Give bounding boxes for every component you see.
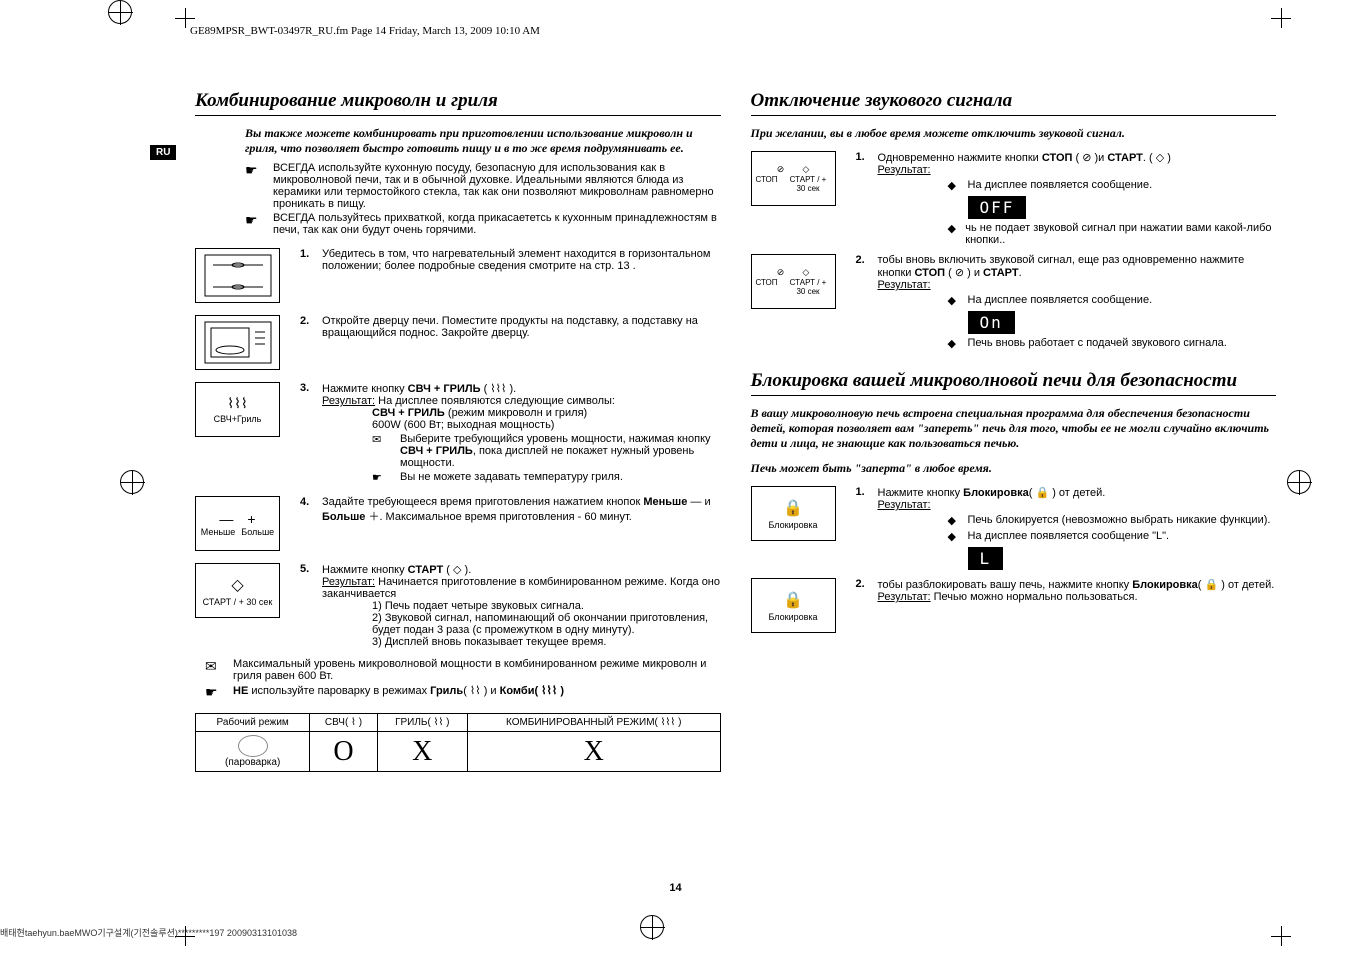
stop-start-button-icon: ⊘◇ СТОПСТАРТ / + 30 сек: [751, 254, 836, 309]
table-header: Рабочий режим: [196, 714, 310, 732]
registration-mark-icon: [640, 915, 664, 939]
step-number: 5.: [300, 563, 322, 648]
step-row: ◇ СТАРТ / + 30 сек 5. Нажмите кнопку СТА…: [195, 563, 721, 648]
section-intro: Печь может быть "заперта" в любое время.: [751, 461, 1277, 476]
step-row: —+ МеньшеБольше 4. Задайте требующееся в…: [195, 496, 721, 551]
pointer-icon: ☛: [245, 162, 273, 210]
oven-front-icon: [195, 248, 280, 303]
step-row: ⊘◇ СТОПСТАРТ / + 30 сек 2. тобы вновь вк…: [751, 254, 1277, 350]
warning-note: ☛ НЕ используйте пароварку в режимах Гри…: [205, 684, 721, 701]
step-number: 1.: [856, 486, 878, 570]
step-text: Нажмите кнопку СВЧ + ГРИЛЬ ( ⌇⌇⌇ ). Резу…: [322, 382, 721, 484]
step-number: 4.: [300, 496, 322, 524]
pointer-icon: ☛: [205, 684, 233, 701]
step-text: тобы разблокировать вашу печь, нажмите к…: [878, 578, 1277, 603]
display-message: On: [968, 311, 1015, 334]
diamond-icon: ◆: [948, 530, 968, 543]
table-cell: X: [377, 732, 467, 772]
page-number: 14: [0, 882, 1351, 894]
registration-mark-icon: [108, 0, 132, 24]
diamond-icon: ◆: [948, 514, 968, 527]
step-text: Убедитесь в том, что нагревательный элем…: [322, 248, 721, 272]
step-row: 🔒 Блокировка 2. тобы разблокировать вашу…: [751, 578, 1277, 633]
registration-mark-icon: [120, 470, 144, 494]
section-title: Блокировка вашей микроволновой печи для …: [751, 370, 1277, 396]
section-title: Отключение звукового сигнала: [751, 90, 1277, 116]
step-text: Нажмите кнопку Блокировка( 🔒 ) от детей.…: [878, 486, 1277, 570]
step-row: ⊘◇ СТОПСТАРТ / + 30 сек 1. Одновременно …: [751, 151, 1277, 246]
left-column: Комбинирование микроволн и гриля Вы такж…: [145, 90, 721, 772]
step-number: 3.: [300, 382, 322, 484]
step-number: 1.: [300, 248, 322, 272]
table-cell: (пароварка): [196, 732, 310, 772]
step-row: ⌇⌇⌇ СВЧ+Гриль 3. Нажмите кнопку СВЧ + ГР…: [195, 382, 721, 484]
page-content: Комбинирование микроволн и гриля Вы такж…: [145, 90, 1276, 772]
diamond-icon: ◆: [948, 179, 968, 192]
start-button-icon: ◇ СТАРТ / + 30 сек: [195, 563, 280, 618]
document-header: GE89MPSR_BWT-03497R_RU.fm Page 14 Friday…: [190, 25, 540, 37]
mode-compatibility-table: Рабочий режим СВЧ( ⌇ ) ГРИЛЬ( ⌇⌇ ) КОМБИ…: [195, 713, 721, 772]
lock-button-icon: 🔒 Блокировка: [751, 578, 836, 633]
step-text: Одновременно нажмите кнопки СТОП ( ⊘ )и …: [878, 151, 1277, 246]
display-message: L: [968, 547, 1004, 570]
step-text: Откройте дверцу печи. Поместите продукты…: [322, 315, 721, 339]
section-title: Комбинирование микроволн и гриля: [195, 90, 721, 116]
registration-mark-icon: [1287, 470, 1311, 494]
table-header: ГРИЛЬ( ⌇⌇ ): [377, 714, 467, 732]
table-header: КОМБИНИРОВАННЫЙ РЕЖИМ( ⌇⌇⌇ ): [467, 714, 720, 732]
combi-button-icon: ⌇⌇⌇ СВЧ+Гриль: [195, 382, 280, 437]
safety-note: ☛ ВСЕГДА используйте кухонную посуду, бе…: [245, 162, 721, 210]
crop-mark-icon: [1271, 926, 1291, 946]
less-more-button-icon: —+ МеньшеБольше: [195, 496, 280, 551]
note-icon: ✉: [372, 433, 400, 469]
document-footer: 배태현taehyun.baeMWO기구설계(기전솔루션)*********197…: [0, 926, 297, 939]
step-row: 1. Убедитесь в том, что нагревательный э…: [195, 248, 721, 303]
diamond-icon: ◆: [948, 222, 966, 246]
step-number: 2.: [856, 254, 878, 350]
step-number: 2.: [856, 578, 878, 603]
crop-mark-icon: [1271, 8, 1291, 28]
pointer-icon: ☛: [372, 471, 400, 484]
step-row: 🔒 Блокировка 1. Нажмите кнопку Блокировк…: [751, 486, 1277, 570]
oven-open-icon: [195, 315, 280, 370]
lock-button-icon: 🔒 Блокировка: [751, 486, 836, 541]
stop-start-button-icon: ⊘◇ СТОПСТАРТ / + 30 сек: [751, 151, 836, 206]
step-text: тобы вновь включить звуковой сигнал, еще…: [878, 254, 1277, 350]
diamond-icon: ◆: [948, 337, 968, 350]
safety-note: ☛ ВСЕГДА пользуйтесь прихваткой, когда п…: [245, 212, 721, 236]
steamer-icon: [238, 735, 268, 757]
step-text: Задайте требующееся время приготовления …: [322, 496, 721, 524]
step-number: 1.: [856, 151, 878, 246]
crop-mark-icon: [175, 8, 195, 28]
display-message: OFF: [968, 196, 1027, 219]
diamond-icon: ◆: [948, 294, 968, 307]
table-header: СВЧ( ⌇ ): [310, 714, 377, 732]
note-icon: ✉: [205, 658, 233, 682]
info-note: ✉ Максимальный уровень микроволновой мощ…: [205, 658, 721, 682]
step-number: 2.: [300, 315, 322, 339]
section-intro: Вы также можете комбинировать при пригот…: [195, 126, 721, 156]
table-cell: O: [310, 732, 377, 772]
table-cell: X: [467, 732, 720, 772]
step-text: Нажмите кнопку СТАРТ ( ◇ ). Результат: Н…: [322, 563, 721, 648]
pointer-icon: ☛: [245, 212, 273, 236]
right-column: Отключение звукового сигнала При желании…: [751, 90, 1277, 772]
step-row: 2. Откройте дверцу печи. Поместите проду…: [195, 315, 721, 370]
section-intro: В вашу микроволновую печь встроена специ…: [751, 406, 1277, 451]
section-intro: При желании, вы в любое время можете отк…: [751, 126, 1277, 141]
